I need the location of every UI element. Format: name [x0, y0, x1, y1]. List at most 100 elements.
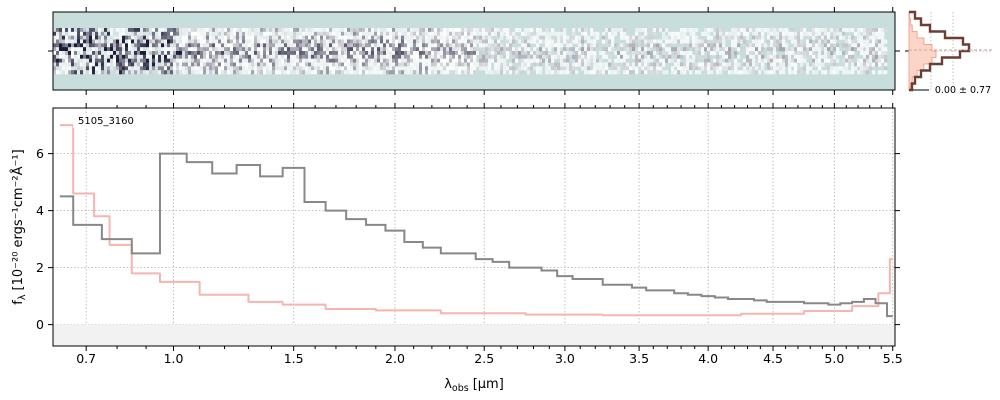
heatmap-cell: [299, 66, 303, 71]
heatmap-cell: [188, 66, 192, 71]
heatmap-cell: [362, 35, 366, 40]
heatmap-cell: [140, 39, 144, 44]
heatmap-cell: [446, 47, 450, 52]
heatmap-cell: [362, 62, 366, 67]
heatmap-cell: [533, 47, 537, 52]
heatmap-cell: [596, 62, 600, 67]
heatmap-cell: [332, 58, 336, 63]
heatmap-cell: [467, 54, 471, 59]
heatmap-cell: [845, 28, 849, 33]
heatmap-cell: [80, 35, 84, 40]
heatmap-cell: [800, 47, 804, 52]
heatmap-cell: [266, 70, 270, 75]
heatmap-cell: [479, 43, 483, 48]
heatmap-cell: [701, 31, 705, 36]
x-tick-label-2: 1.5: [284, 351, 304, 366]
heatmap-cell: [737, 43, 741, 48]
heatmap-cell: [503, 70, 507, 75]
heatmap-cell: [323, 35, 327, 40]
heatmap-cell: [152, 35, 156, 40]
heatmap-cell: [785, 58, 789, 63]
heatmap-cell: [215, 66, 219, 71]
heatmap-cell: [812, 28, 816, 33]
heatmap-cell: [305, 47, 309, 52]
heatmap-cell: [296, 70, 300, 75]
heatmap-cell: [734, 51, 738, 56]
heatmap-cell: [350, 31, 354, 36]
heatmap-cell: [632, 70, 636, 75]
heatmap-cell: [341, 35, 345, 40]
heatmap-cell: [74, 47, 78, 52]
heatmap-cell: [83, 39, 87, 44]
heatmap-cell: [395, 54, 399, 59]
heatmap-cell: [314, 58, 318, 63]
heatmap-cell: [731, 39, 735, 44]
heatmap-cell: [827, 39, 831, 44]
heatmap-cell: [191, 66, 195, 71]
heatmap-cell: [353, 39, 357, 44]
heatmap-cell: [62, 58, 66, 63]
heatmap-cell: [422, 58, 426, 63]
heatmap-cell: [884, 54, 888, 59]
heatmap-cell: [686, 28, 690, 33]
heatmap-cell: [800, 31, 804, 36]
heatmap-cell: [518, 35, 522, 40]
heatmap-cell: [377, 54, 381, 59]
heatmap-cell: [200, 35, 204, 40]
heatmap-cell: [473, 66, 477, 71]
heatmap-cell: [737, 28, 741, 33]
heatmap-cell: [689, 58, 693, 63]
heatmap-cell: [545, 62, 549, 67]
heatmap-cell: [731, 51, 735, 56]
heatmap-cell: [401, 31, 405, 36]
heatmap-cell: [470, 47, 474, 52]
heatmap-cell: [251, 31, 255, 36]
heatmap-cell: [536, 51, 540, 56]
heatmap-cell: [449, 39, 453, 44]
heatmap-cell: [764, 43, 768, 48]
heatmap-cell: [236, 28, 240, 33]
heatmap-cell: [242, 28, 246, 33]
heatmap-cell: [419, 54, 423, 59]
heatmap-cell: [575, 51, 579, 56]
heatmap-cell: [635, 51, 639, 56]
heatmap-cell: [134, 28, 138, 33]
heatmap-cell: [857, 47, 861, 52]
heatmap-cell: [137, 39, 141, 44]
heatmap-cell: [398, 58, 402, 63]
heatmap-cell: [368, 43, 372, 48]
heatmap-cell: [632, 51, 636, 56]
heatmap-cell: [575, 47, 579, 52]
heatmap-cell: [233, 58, 237, 63]
heatmap-cell: [797, 43, 801, 48]
heatmap-cell: [677, 62, 681, 67]
heatmap-cell: [458, 62, 462, 67]
heatmap-cell: [419, 28, 423, 33]
heatmap-cell: [134, 66, 138, 71]
heatmap-cell: [428, 62, 432, 67]
heatmap-cell: [221, 43, 225, 48]
heatmap-cell: [251, 35, 255, 40]
heatmap-cell: [656, 39, 660, 44]
heatmap-cell: [257, 51, 261, 56]
heatmap-cell: [305, 28, 309, 33]
heatmap-cell: [260, 35, 264, 40]
heatmap-cell: [206, 31, 210, 36]
heatmap-cell: [395, 43, 399, 48]
heatmap-cell: [452, 39, 456, 44]
heatmap-cell: [515, 58, 519, 63]
heatmap-cell: [488, 43, 492, 48]
heatmap-cell: [776, 43, 780, 48]
heatmap-cell: [806, 51, 810, 56]
heatmap-cell: [383, 51, 387, 56]
heatmap-cell: [875, 51, 879, 56]
heatmap-cell: [290, 28, 294, 33]
heatmap-cell: [860, 39, 864, 44]
heatmap-cell: [314, 43, 318, 48]
heatmap-cell: [812, 62, 816, 67]
heatmap-cell: [302, 51, 306, 56]
heatmap-cell: [455, 43, 459, 48]
heatmap-cell: [440, 54, 444, 59]
heatmap-cell: [170, 39, 174, 44]
heatmap-cell: [752, 43, 756, 48]
